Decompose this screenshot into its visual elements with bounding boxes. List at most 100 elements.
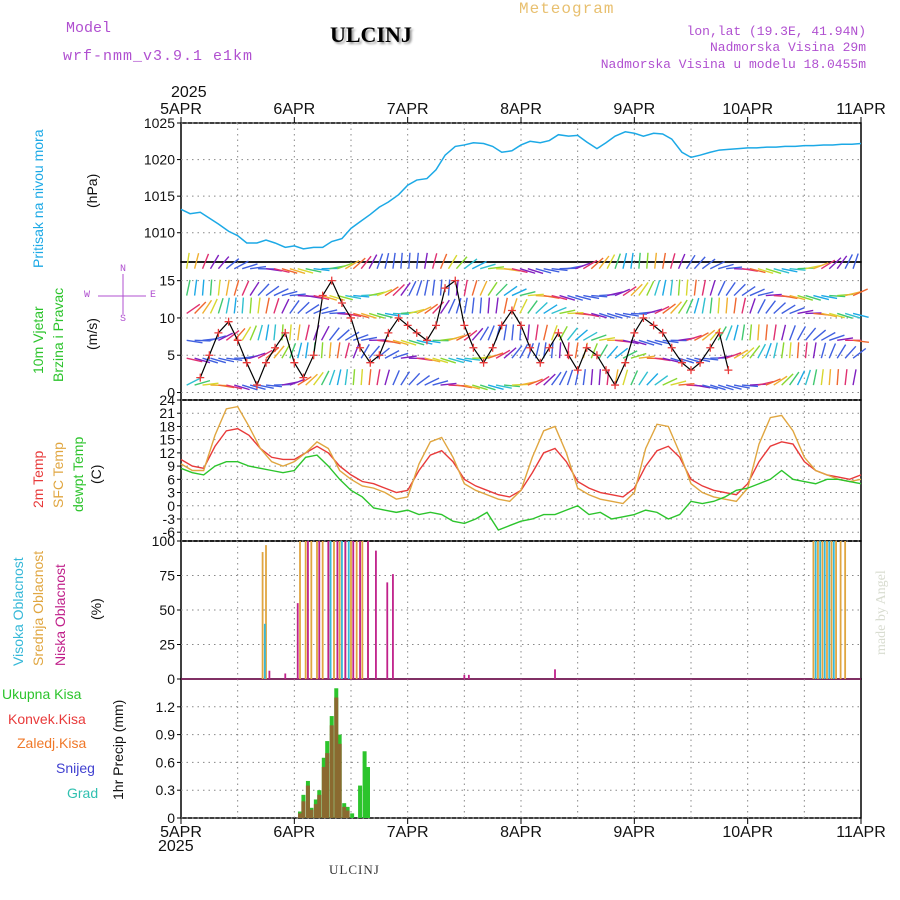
wind-barb: [360, 344, 370, 359]
wind-speed-marker: [517, 321, 525, 330]
wind-barb: [249, 384, 266, 391]
wind-barb: [590, 369, 594, 386]
precip-total-bar: [325, 741, 330, 818]
wind-barb: [218, 357, 235, 363]
year-bottom: 2025: [158, 838, 194, 855]
wind-barb: [852, 347, 867, 359]
wind-barb: [281, 324, 284, 341]
wind-barb: [312, 325, 320, 341]
wind-barb: [376, 312, 393, 319]
wind-barb: [622, 339, 639, 345]
wind-barb: [591, 294, 608, 298]
wind-barb: [344, 331, 360, 341]
x-tick-label-bottom: 8APR: [500, 824, 542, 841]
wind-barb: [321, 309, 338, 315]
wind-ytick-label: 5: [167, 347, 175, 363]
wind-barb: [797, 294, 814, 301]
wind-barb: [209, 254, 220, 270]
precip-frame: [180, 678, 862, 819]
wind-barb: [289, 343, 297, 359]
wind-barb: [225, 279, 230, 296]
wind-barb: [384, 350, 400, 359]
wind-barb: [471, 327, 484, 341]
wind-barb: [702, 357, 719, 361]
wind-barb: [852, 312, 869, 318]
wind-barb: [408, 280, 417, 296]
temp-sfc-label: SFC Temp: [50, 442, 66, 508]
wind-barb: [455, 279, 459, 296]
wind-speed-marker: [281, 328, 290, 337]
wind-barb: [471, 280, 478, 296]
wind-barb: [439, 279, 443, 296]
wind-barb: [757, 268, 774, 274]
wind-barb: [337, 262, 353, 270]
wind-barb: [304, 342, 309, 359]
wind-barb: [805, 312, 822, 315]
temp-ytick-label: 9: [167, 458, 175, 474]
wind-barb: [638, 252, 641, 269]
wind-barb: [424, 303, 439, 315]
precip-total-bar: [337, 734, 342, 818]
wind-barb: [233, 297, 237, 314]
wind-barb: [583, 294, 600, 300]
wind-barb: [749, 324, 753, 341]
precip-conv-bar: [305, 785, 310, 818]
wind-barb: [447, 279, 451, 296]
wind-barb: [201, 299, 213, 314]
precip-conv-bar: [345, 810, 350, 818]
wind-barb: [217, 297, 224, 314]
wind-speed-marker: [602, 366, 610, 375]
x-tick-label-top: 7APR: [387, 101, 429, 118]
wind-barb: [780, 342, 785, 359]
wind-barb: [788, 325, 796, 341]
wind-barb: [210, 357, 227, 364]
wind-barb: [392, 352, 409, 359]
wind-barb: [661, 252, 667, 269]
wind-barb: [226, 384, 243, 390]
precip-conv-bar: [334, 697, 339, 818]
wind-barb: [582, 369, 587, 386]
wind-speed-marker: [667, 343, 676, 352]
wind-barb: [464, 384, 481, 390]
wind-barb: [590, 257, 604, 270]
wind-barb: [567, 294, 583, 301]
wind-speed-marker: [327, 276, 336, 285]
wind-speed-marker: [507, 306, 516, 315]
wind-barb: [225, 297, 230, 314]
wind-barb: [542, 342, 547, 359]
wind-barb: [726, 266, 743, 270]
wind-barb: [480, 263, 496, 270]
wind-barb: [265, 285, 280, 297]
wind-speed-marker: [366, 358, 375, 367]
wind-barb: [646, 280, 655, 296]
wind-barb: [535, 268, 552, 274]
wind-speed-marker: [384, 328, 393, 337]
wind-barb: [805, 294, 821, 301]
wind-barb: [836, 312, 853, 319]
precip-total-bar: [301, 794, 306, 818]
temp-unit: (C): [88, 464, 104, 484]
wind-barb: [503, 285, 518, 297]
wind-barb: [440, 357, 457, 364]
wind-speed-marker: [497, 321, 506, 330]
wind-barb: [622, 312, 639, 317]
wind-speed-marker: [573, 366, 582, 375]
wind-barb: [328, 327, 340, 341]
wind-barb: [313, 294, 330, 301]
wind-barb: [328, 342, 332, 359]
compass-north: N: [120, 264, 127, 275]
temp-frame: [180, 399, 862, 542]
wind-barb: [828, 257, 842, 270]
wind-barb: [313, 371, 324, 386]
wind-barb: [693, 256, 706, 270]
wind-barb: [487, 352, 504, 359]
wind-barb: [265, 268, 282, 272]
wind-barb: [829, 334, 845, 341]
wind-barb: [796, 342, 800, 359]
temp-ytick-label: 24: [159, 392, 175, 408]
x-tick-label-top: 5APR: [160, 101, 202, 118]
wind-barb: [392, 252, 396, 269]
wind-speed-marker: [469, 343, 478, 352]
wind-barb: [677, 279, 681, 296]
wind-barb: [812, 342, 817, 359]
